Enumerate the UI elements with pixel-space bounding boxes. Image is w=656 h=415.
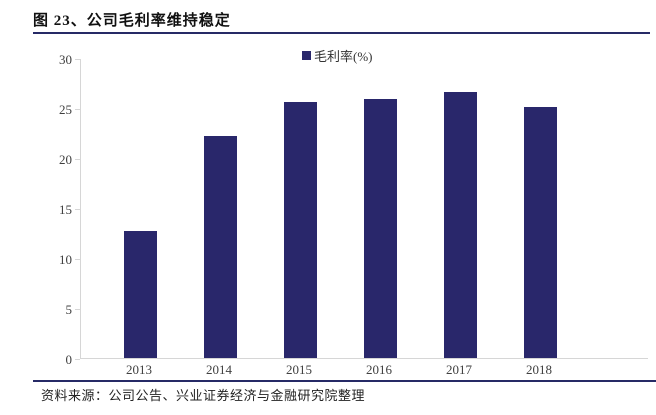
y-tick-mark (75, 209, 80, 210)
y-tick-mark (75, 259, 80, 260)
y-tick-label: 5 (65, 302, 73, 317)
x-tick-label: 2015 (286, 362, 312, 377)
figure-title: 图 23、公司毛利率维持稳定 (33, 13, 231, 29)
x-tick-label: 2016 (366, 362, 392, 377)
plot-area (80, 59, 648, 359)
bar-2015 (283, 102, 317, 358)
y-tick-label: 15 (59, 202, 72, 217)
y-tick-label: 0 (65, 352, 73, 367)
source-separator-rule (33, 380, 656, 382)
title-underline-rule (33, 32, 650, 34)
legend-series-label: 毛利率(%) (314, 49, 373, 64)
bar-2017 (443, 92, 477, 358)
bar-2014 (203, 136, 237, 358)
bar-2018 (523, 107, 557, 358)
y-tick-mark (75, 109, 80, 110)
x-tick-label: 2018 (526, 362, 552, 377)
y-tick-mark (75, 359, 80, 360)
x-tick-label: 2017 (446, 362, 472, 377)
bar-2013 (123, 231, 157, 358)
chart-legend: 毛利率(%) (302, 46, 373, 65)
y-tick-mark (75, 59, 80, 60)
y-tick-label: 20 (59, 152, 72, 167)
bar-2016 (363, 99, 397, 358)
x-tick-label: 2013 (126, 362, 152, 377)
source-text: 资料来源：公司公告、兴业证券经济与金融研究院整理 (41, 388, 366, 403)
y-tick-label: 10 (59, 252, 72, 267)
y-tick-mark (75, 159, 80, 160)
y-tick-label: 25 (59, 102, 72, 117)
legend-swatch-icon (302, 51, 311, 60)
y-tick-mark (75, 309, 80, 310)
y-tick-label: 30 (59, 52, 72, 67)
x-tick-label: 2014 (206, 362, 232, 377)
